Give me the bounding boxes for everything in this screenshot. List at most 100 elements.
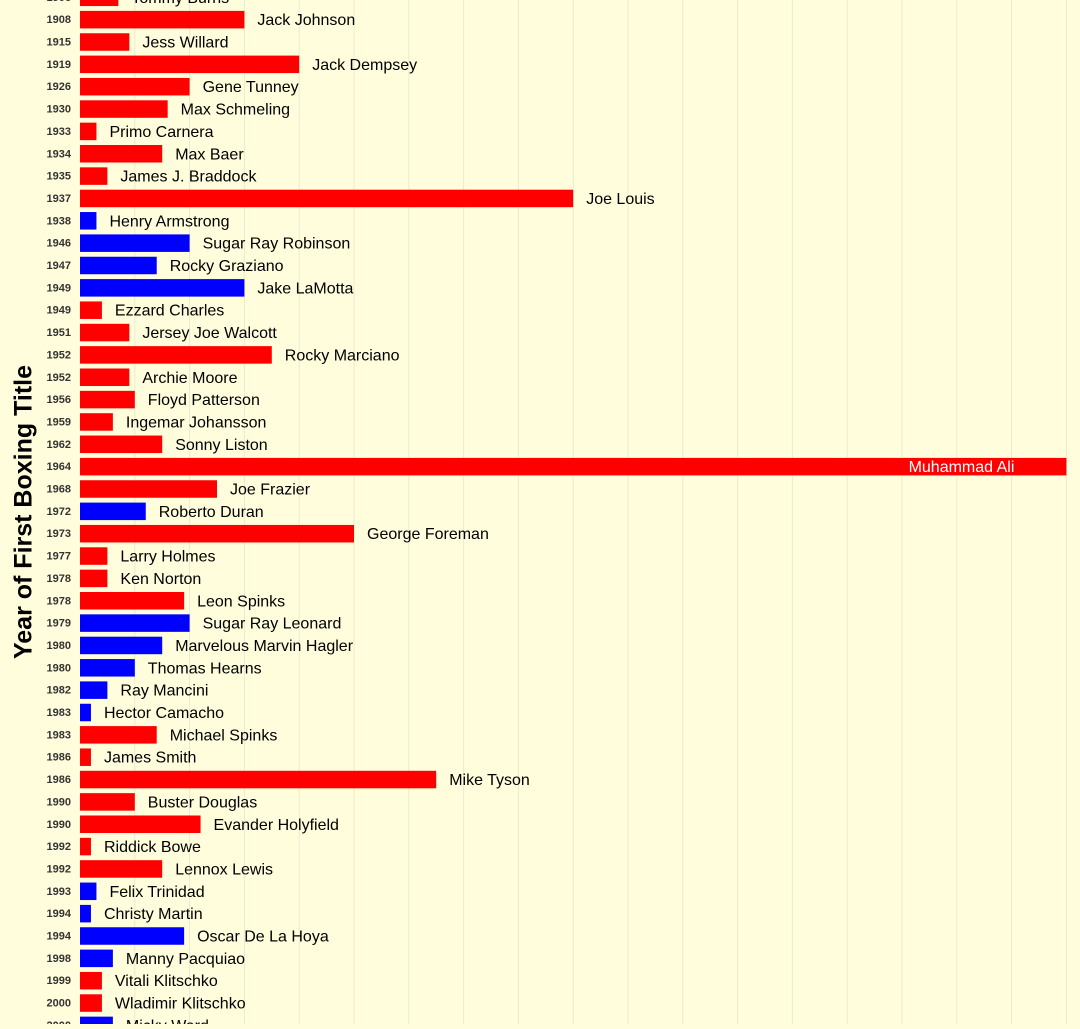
y-tick-label: 1933 xyxy=(47,126,71,138)
bar-label: Primo Carnera xyxy=(109,124,213,141)
bar xyxy=(80,681,108,699)
bar xyxy=(80,368,130,386)
y-tick-label: 1972 xyxy=(47,506,71,518)
bar-label: Rocky Graziano xyxy=(170,258,284,275)
bar xyxy=(80,55,300,74)
bar xyxy=(80,748,91,766)
y-tick-label: 1934 xyxy=(47,148,72,160)
bar-label: Tommy Burns xyxy=(131,0,229,7)
bar-label: Ezzard Charles xyxy=(115,303,224,320)
bar xyxy=(80,726,157,744)
bar-label: Wladimir Klitschko xyxy=(115,996,246,1013)
bar xyxy=(80,122,97,141)
y-tick-label: 2000 xyxy=(47,998,71,1010)
bar-label: Lennox Lewis xyxy=(175,861,273,878)
y-tick-label: 1930 xyxy=(47,104,71,116)
bar-label: James J. Braddock xyxy=(120,169,257,186)
bar-label: Buster Douglas xyxy=(148,794,257,811)
bar-label: Riddick Bowe xyxy=(104,839,201,856)
y-tick-label: 1906 xyxy=(47,0,71,4)
bar-label: Hector Camacho xyxy=(104,705,224,722)
bar xyxy=(80,860,163,878)
y-tick-label: 1998 xyxy=(47,953,71,965)
y-tick-label: 1952 xyxy=(47,349,71,361)
bar-label: Henry Armstrong xyxy=(109,213,229,230)
bar xyxy=(80,346,272,364)
bar xyxy=(80,435,163,454)
y-tick-label: 1992 xyxy=(47,863,71,875)
y-tick-label: 1992 xyxy=(47,841,71,853)
y-tick-label: 1968 xyxy=(47,484,71,496)
bar-label: George Foreman xyxy=(367,526,489,543)
y-tick-label: 1956 xyxy=(47,394,71,406)
y-tick-label: 1947 xyxy=(47,260,71,272)
bar xyxy=(80,189,574,208)
bar xyxy=(80,592,185,610)
bar xyxy=(80,390,135,409)
y-tick-label: 1983 xyxy=(47,729,71,741)
y-tick-label: 1990 xyxy=(47,819,71,831)
y-tick-label: 1935 xyxy=(47,171,71,183)
bar-label: James Smith xyxy=(104,750,196,767)
y-tick-label: 1964 xyxy=(47,461,72,473)
y-tick-label: 1951 xyxy=(47,327,71,339)
bar-label: Christy Martin xyxy=(104,906,203,923)
bar-label: Archie Moore xyxy=(142,370,237,387)
y-tick-label: 1993 xyxy=(47,886,71,898)
y-axis-title: Year of First Boxing Title xyxy=(9,364,38,660)
y-tick-label: 1949 xyxy=(47,282,71,294)
y-tick-label: 1946 xyxy=(47,238,71,250)
bar xyxy=(80,33,130,51)
bar-label: Oscar De La Hoya xyxy=(197,929,329,946)
bar xyxy=(80,480,217,498)
bar xyxy=(80,234,190,252)
y-tick-label: 1978 xyxy=(47,573,71,585)
bar xyxy=(80,770,437,789)
bar-label: Jack Johnson xyxy=(257,12,355,29)
bar-label: Max Baer xyxy=(175,146,244,163)
bar xyxy=(80,971,102,990)
bar xyxy=(80,145,163,163)
bar-label: Ray Mancini xyxy=(120,683,208,700)
bar xyxy=(80,323,130,342)
bar xyxy=(80,547,108,565)
y-tick-label: 1959 xyxy=(47,416,71,428)
bar xyxy=(80,77,190,96)
bar-label: Gene Tunney xyxy=(203,79,299,96)
bar-label: Manny Pacquiao xyxy=(126,951,245,968)
bar xyxy=(80,279,245,297)
bar xyxy=(80,413,113,431)
bar-label: Sugar Ray Robinson xyxy=(203,236,351,253)
bar-label: Mike Tyson xyxy=(449,772,530,789)
bar xyxy=(80,524,354,543)
bar xyxy=(80,949,113,968)
y-tick-label: 1908 xyxy=(47,14,71,26)
bar-label: Leon Spinks xyxy=(197,593,285,610)
y-tick-label: 1962 xyxy=(47,439,71,451)
y-tick-label: 1949 xyxy=(47,305,71,317)
y-tick-label: 1986 xyxy=(47,752,71,764)
y-tick-label: 1979 xyxy=(47,618,71,630)
y-tick-label: 1994 xyxy=(47,931,72,943)
bar xyxy=(80,0,119,7)
bar xyxy=(80,703,91,722)
bar-label: Ingemar Johansson xyxy=(126,414,267,431)
bar-label: Joe Louis xyxy=(586,191,655,208)
y-tick-label: 1999 xyxy=(47,975,71,987)
y-tick-label: 1919 xyxy=(47,59,71,71)
y-tick-label: 1982 xyxy=(47,685,71,697)
bar xyxy=(80,904,91,923)
y-tick-label: 2000 xyxy=(47,1020,71,1024)
y-tick-label: 1983 xyxy=(47,707,71,719)
bar xyxy=(80,659,135,677)
bar xyxy=(80,502,146,521)
y-tick-label: 1978 xyxy=(47,595,71,607)
bar-label: Thomas Hearns xyxy=(148,660,262,677)
bar xyxy=(80,457,1067,476)
bar-label: Jake LaMotta xyxy=(257,280,353,297)
bar xyxy=(80,994,102,1012)
y-tick-label: 1926 xyxy=(47,81,71,93)
y-tick-label: 1994 xyxy=(47,908,72,920)
